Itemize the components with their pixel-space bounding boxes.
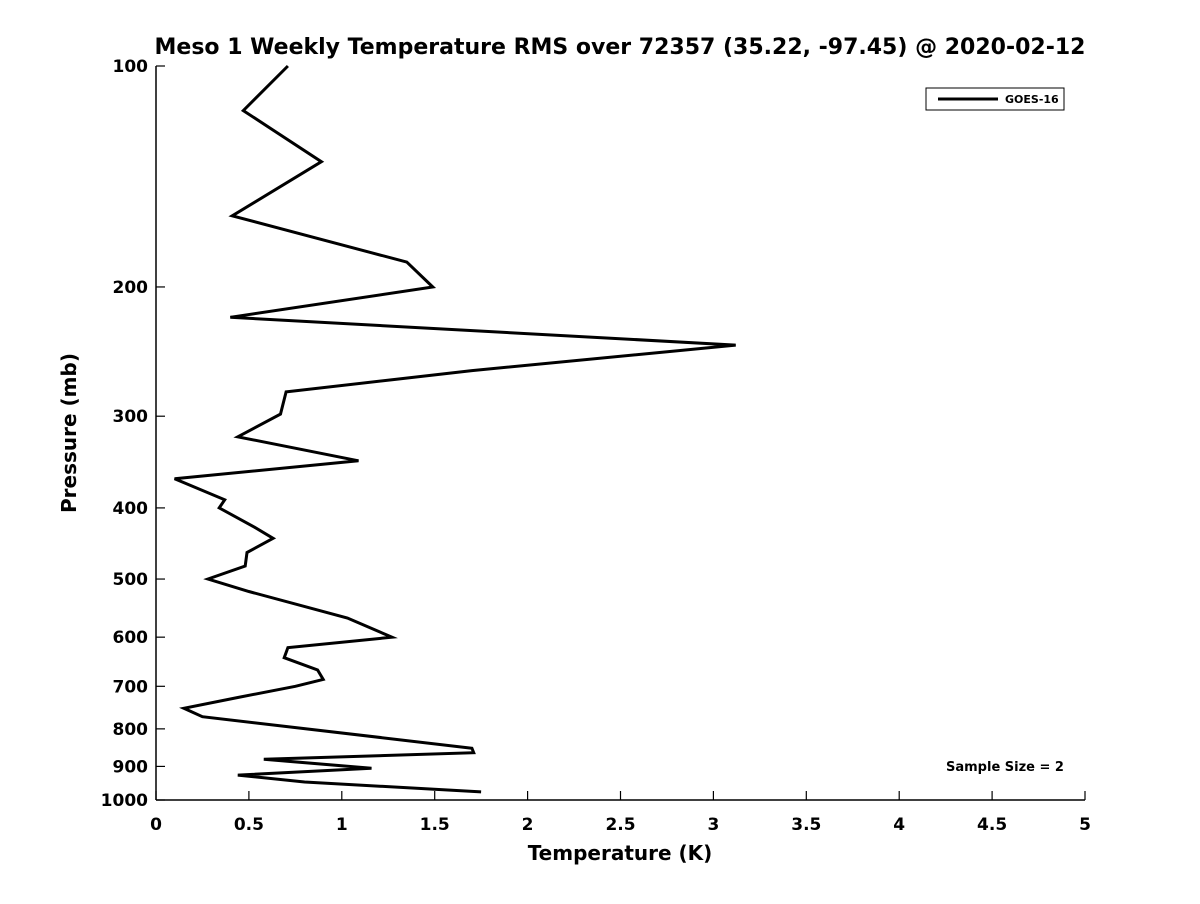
x-tick-label: 4.5: [977, 815, 1007, 835]
x-tick-label: 2: [522, 815, 534, 835]
legend: GOES-16: [925, 87, 1065, 111]
x-tick-label: 2.5: [605, 815, 635, 835]
x-tick-label: 4: [893, 815, 905, 835]
y-tick-label: 700: [113, 677, 149, 697]
sample-size-annotation: Sample Size = 2: [946, 760, 1064, 775]
x-tick-label: 3.5: [791, 815, 821, 835]
x-tick-label: 3: [707, 815, 719, 835]
series-layer: [174, 64, 736, 794]
y-tick-label: 800: [113, 720, 149, 740]
y-tick-label: 300: [113, 407, 149, 427]
y-axis-label: Pressure (mb): [57, 353, 81, 513]
chart-title: Meso 1 Weekly Temperature RMS over 72357…: [155, 35, 1086, 60]
y-tick-label: 100: [113, 57, 149, 77]
x-tick-label: 1.5: [420, 815, 450, 835]
y-tick-label: 600: [113, 628, 149, 648]
y-tick-label: 200: [113, 278, 149, 298]
y-tick-label: 400: [113, 499, 149, 519]
y-tick-label: 500: [113, 570, 149, 590]
x-tick-label: 1: [336, 815, 348, 835]
tick-marks: 0 0.5 1 1.5 2 2.5 3 3.5 4 4.5 5 100 200 300 400 500 600 7…: [101, 57, 1091, 835]
x-tick-label: 0.5: [234, 815, 264, 835]
legend-label-goes-16: GOES-16: [1005, 93, 1059, 106]
x-tick-label: 5: [1079, 815, 1091, 835]
y-tick-label: 900: [113, 757, 149, 777]
x-tick-label: 0: [150, 815, 162, 835]
series-line-goes-16: [174, 64, 736, 794]
y-tick-label: 1000: [101, 791, 148, 811]
x-axis-label: Temperature (K): [528, 841, 713, 865]
